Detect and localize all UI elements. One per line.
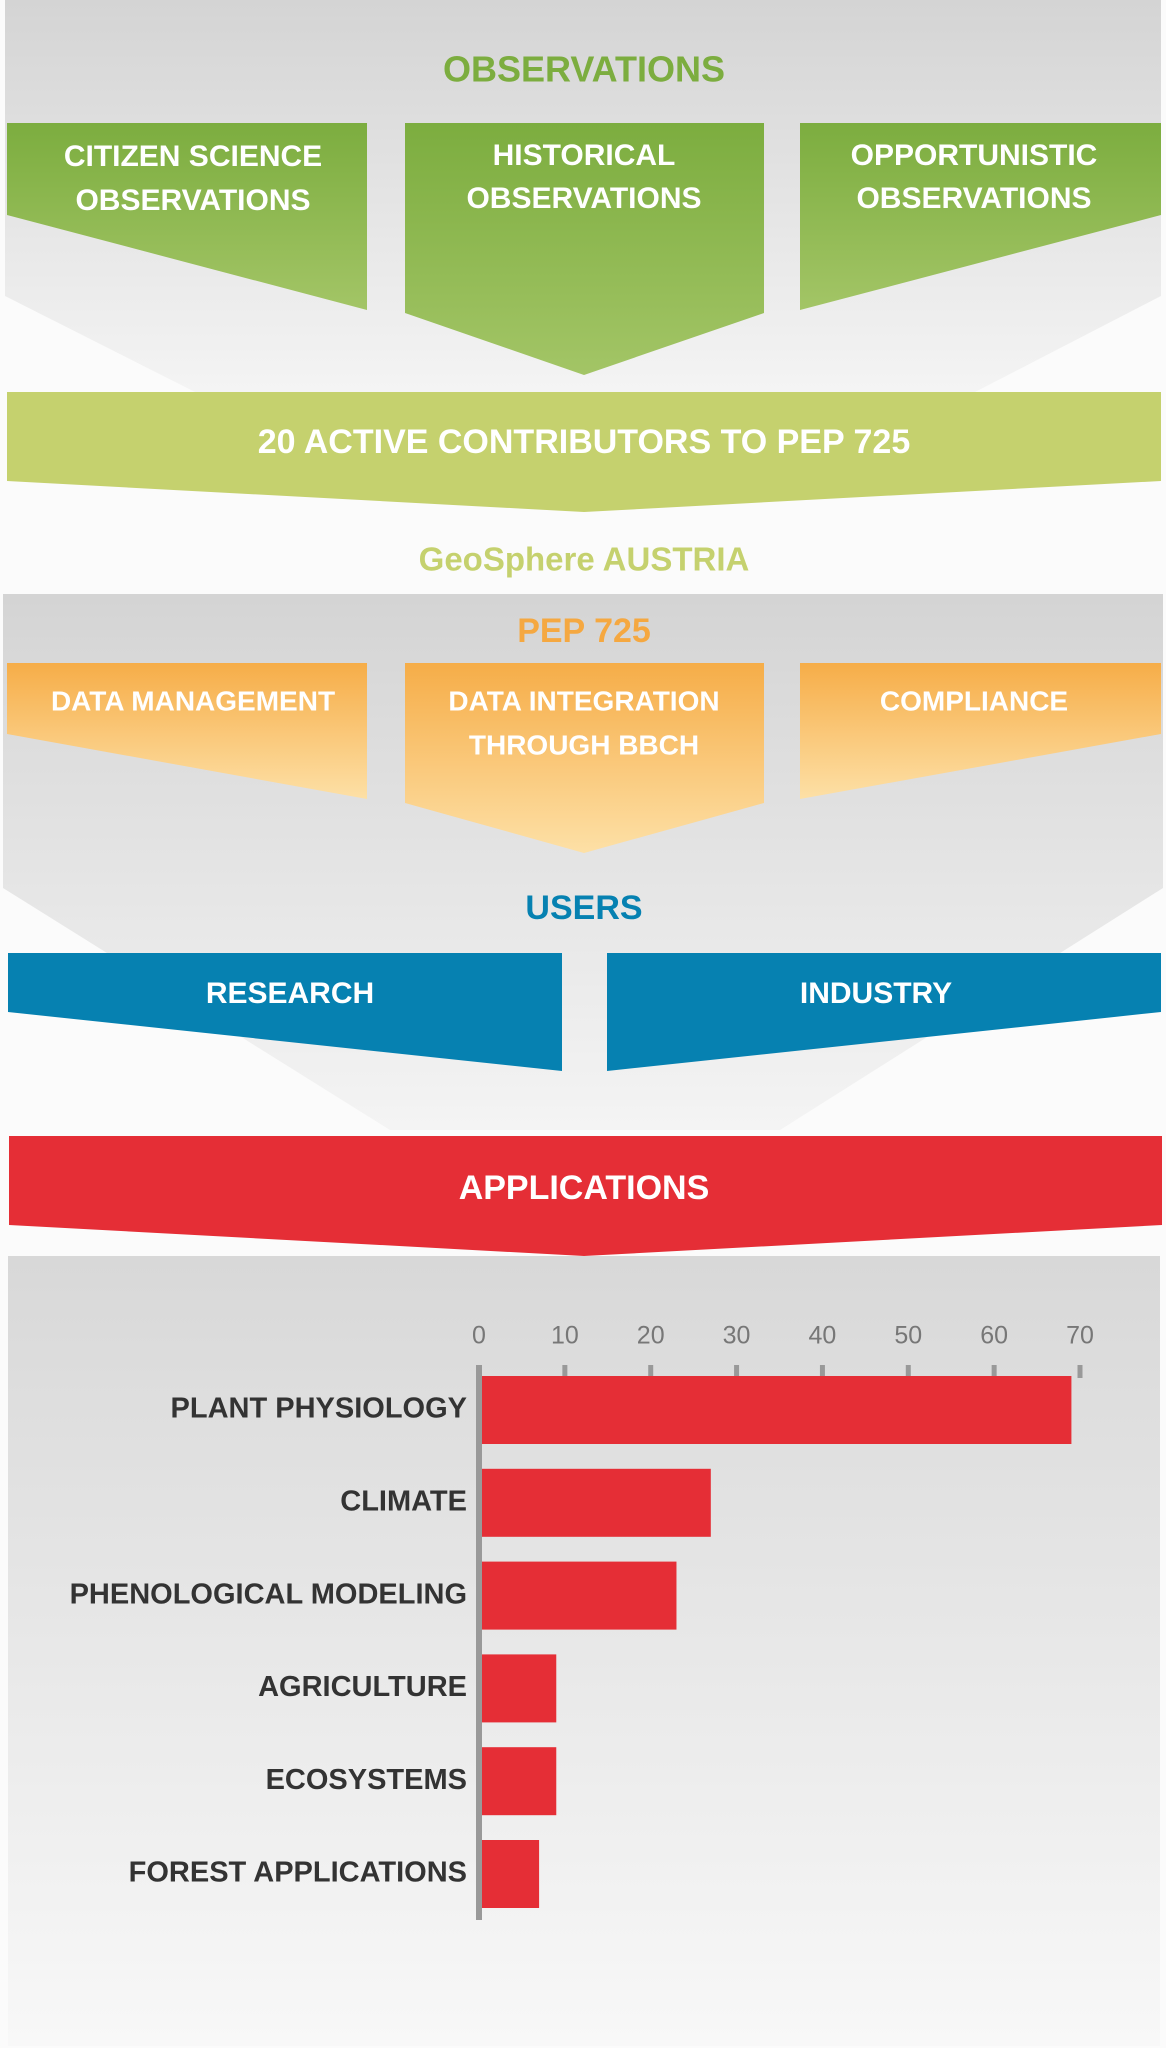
box — [800, 663, 1161, 799]
banner-text: APPLICATIONS — [459, 1169, 710, 1207]
section-bg — [8, 1256, 1160, 2046]
bar-chart: 0 10 20 30 40 50 60 70 PLANT PHYSIOLOGY CLIMATE PH… — [70, 1322, 1094, 1920]
x-tick-label: 70 — [1066, 1322, 1094, 1350]
box — [607, 953, 1161, 1071]
box-text: OBSERVATIONS — [466, 182, 701, 215]
x-tick-label: 10 — [551, 1322, 579, 1350]
bar — [479, 1654, 557, 1723]
y-tick-label: AGRICULTURE — [258, 1671, 467, 1703]
box-text: OBSERVATIONS — [75, 184, 310, 217]
box-text: HISTORICAL — [493, 139, 676, 172]
bar — [479, 1561, 677, 1630]
bar — [479, 1376, 1072, 1444]
box-text: INDUSTRY — [800, 977, 952, 1010]
x-tick-label: 0 — [472, 1322, 486, 1350]
y-tick-label: FOREST APPLICATIONS — [129, 1857, 467, 1889]
y-tick-label: ECOSYSTEMS — [266, 1764, 467, 1796]
box-text: DATA MANAGEMENT — [51, 685, 335, 716]
bar — [479, 1747, 557, 1816]
bar — [479, 1840, 540, 1908]
bar — [479, 1468, 711, 1537]
section-title: OBSERVATIONS — [443, 49, 725, 90]
banner — [9, 1136, 1162, 1256]
box-text: OPPORTUNISTIC — [851, 139, 1098, 172]
box-text: OBSERVATIONS — [856, 182, 1091, 215]
box — [800, 123, 1161, 310]
x-tick-label: 50 — [894, 1322, 922, 1350]
box-text: THROUGH BBCH — [469, 729, 699, 760]
banner-text: 20 ACTIVE CONTRIBUTORS TO PEP 725 — [258, 423, 910, 461]
box-text: RESEARCH — [206, 977, 374, 1010]
box — [405, 123, 764, 375]
section-title: USERS — [525, 889, 642, 927]
box-text: CITIZEN SCIENCE — [64, 140, 322, 173]
y-tick-label: CLIMATE — [340, 1485, 467, 1517]
box — [8, 953, 562, 1071]
banner — [7, 392, 1161, 512]
organization: GeoSphere AUSTRIA — [419, 541, 750, 578]
x-tick-label: 60 — [980, 1322, 1008, 1350]
box — [7, 663, 367, 799]
x-tick-label: 40 — [809, 1322, 837, 1350]
box-text: DATA INTEGRATION — [448, 685, 719, 716]
x-tick-label: 30 — [723, 1322, 751, 1350]
section-title: PEP 725 — [517, 612, 651, 650]
y-tick-label: PHENOLOGICAL MODELING — [70, 1578, 467, 1610]
x-tick-label: 20 — [637, 1322, 665, 1350]
box — [7, 123, 367, 310]
box — [405, 663, 764, 853]
box-text: COMPLIANCE — [880, 685, 1068, 716]
y-tick-label: PLANT PHYSIOLOGY — [171, 1393, 467, 1425]
